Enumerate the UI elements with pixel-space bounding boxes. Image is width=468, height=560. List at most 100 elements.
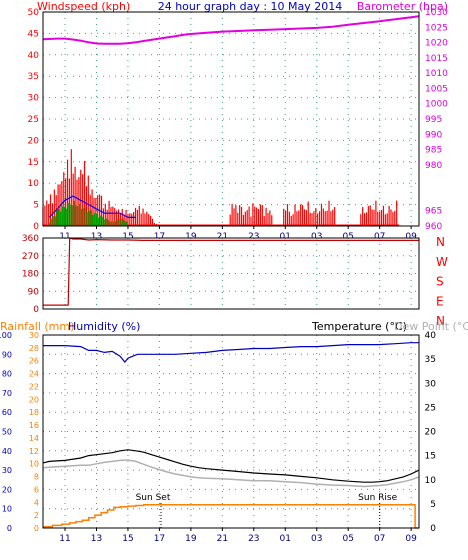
barometer-tick-label: 1010 [425,69,448,79]
direction-series [43,237,419,306]
direction-tick-label: 0 [33,305,39,315]
wind-background [43,12,419,226]
windspeed-tick-label: 15 [28,158,39,168]
direction-tick-label: 90 [28,287,40,297]
humidity-tick-label: 90 [2,350,12,359]
climate-time-label: 07 [374,534,385,544]
wind-time-label: 15 [122,232,133,242]
sunset-label: Sun Set [136,493,171,503]
rainfall-axis-label: Rainfall (mm) [0,320,74,333]
rainfall-tick-label: 24 [29,370,39,379]
climate-time-label: 05 [342,534,353,544]
temperature-tick-label: 40 [425,331,437,341]
rainfall-tick-label: 20 [29,395,39,404]
temperature-line [42,449,420,483]
barometer-axis-label: Barometer (hpa) [357,0,448,13]
rainfall-tick-label: 16 [29,421,39,430]
rainfall-tick-label: 10 [29,460,39,469]
rainfall-tick-label: 26 [29,357,39,366]
climate-time-label: 13 [91,534,102,544]
climate-time-label: 03 [311,534,322,544]
wind-time-label: 23 [248,232,259,242]
barometer-tick-label: 990 [425,130,442,140]
windspeed-tick-label: 35 [28,72,39,82]
compass-label: W [436,255,448,269]
dewpoint-axis-label: Dew Point (°C) [394,320,468,333]
windspeed-tick-label: 20 [28,136,40,146]
wind-frame [42,11,420,227]
humidity-tick-label: 80 [2,370,12,379]
rainfall-tick-label: 2 [34,511,39,520]
rainfall-tick-label: 6 [34,485,39,494]
wind-time-label: 05 [342,232,353,242]
humidity-tick-label: 50 [2,428,12,437]
barometer-tick-label: 1030 [425,8,448,18]
wind-direction-line [43,237,419,306]
humidity-tick-label: 30 [2,466,12,475]
humidity-tick-label: 10 [2,505,12,514]
sun-annotations: Sun Set Sun Rise [136,493,398,528]
compass-label: N [436,314,445,328]
climate-time-label: 15 [122,534,133,544]
windspeed-tick-label: 45 [28,29,39,39]
barometer-tick-label: 995 [425,115,442,125]
humidity-axis-label: Humidity (%) [68,320,140,333]
temperature-tick-label: 5 [430,500,436,510]
rainfall-tick-label: 12 [29,447,39,456]
rainfall-tick-label: 22 [29,382,39,391]
wind-time-label: 11 [59,232,70,242]
wind-series [42,15,420,226]
humidity-ticks: 0 10 20 30 40 50 60 70 80 90 100 [0,331,12,533]
windspeed-tick-label: 30 [28,94,40,104]
compass-label: S [436,275,444,289]
rainfall-tick-label: 30 [29,331,39,340]
barometer-tick-label: 985 [425,146,442,156]
compass-label: N [436,235,445,249]
barometer-tick-label: 1015 [425,54,448,64]
climate-time-label: 11 [59,534,70,544]
direction-plot-area [43,238,419,309]
temperature-tick-label: 30 [425,379,437,389]
wind-time-label: 07 [374,232,385,242]
dewpoint-line [42,459,420,488]
temperature-axis-label: Temperature (°C) [311,320,407,333]
barometer-tick-label: 960 [425,222,442,232]
direction-border [42,237,420,310]
direction-tick-label: 180 [22,270,39,280]
rain-humidity-temp-panel: Rainfall (mm) Humidity (%) Temperature (… [0,320,468,544]
climate-time-label: 09 [405,534,417,544]
temperature-tick-label: 35 [425,355,436,365]
chart-title: 24 hour graph day : 10 May 2014 [158,0,343,13]
rainfall-tick-label: 28 [29,344,39,353]
compass-label: E [436,294,444,308]
climate-plot-area [43,335,419,528]
climate-series [42,342,420,529]
windspeed-tick-label: 0 [33,222,39,232]
direction-degree-ticks: 0 90 180 270 360 [22,234,39,315]
barometer-tick-label: 980 [425,161,442,171]
direction-frame [42,237,420,310]
humidity-tick-label: 70 [2,389,12,398]
rainfall-tick-label: 8 [34,473,39,482]
wind-barometer-panel: Windspeed (kph) 24 hour graph day : 10 M… [28,0,449,242]
rainfall-tick-label: 18 [29,408,39,417]
wind-time-label: 21 [217,232,228,242]
climate-time-label: 17 [154,534,165,544]
humidity-tick-label: 40 [2,447,12,456]
temperature-tick-label: 25 [425,403,436,413]
windspeed-axis-label: Windspeed (kph) [37,0,130,13]
barometer-line [42,15,420,45]
climate-grid [43,335,419,528]
climate-time-label: 21 [217,534,228,544]
humidity-tick-label: 20 [2,485,12,494]
sunrise-label: Sun Rise [358,493,397,503]
windspeed-ticks: 0 5 10 15 20 25 30 35 40 45 50 [28,8,40,232]
wind-time-label: 17 [154,232,165,242]
rainfall-tick-label: 14 [29,434,39,443]
average-wind-line [48,195,136,218]
barometer-tick-label: 1020 [425,39,448,49]
rainfall-tick-label: 0 [34,524,39,533]
